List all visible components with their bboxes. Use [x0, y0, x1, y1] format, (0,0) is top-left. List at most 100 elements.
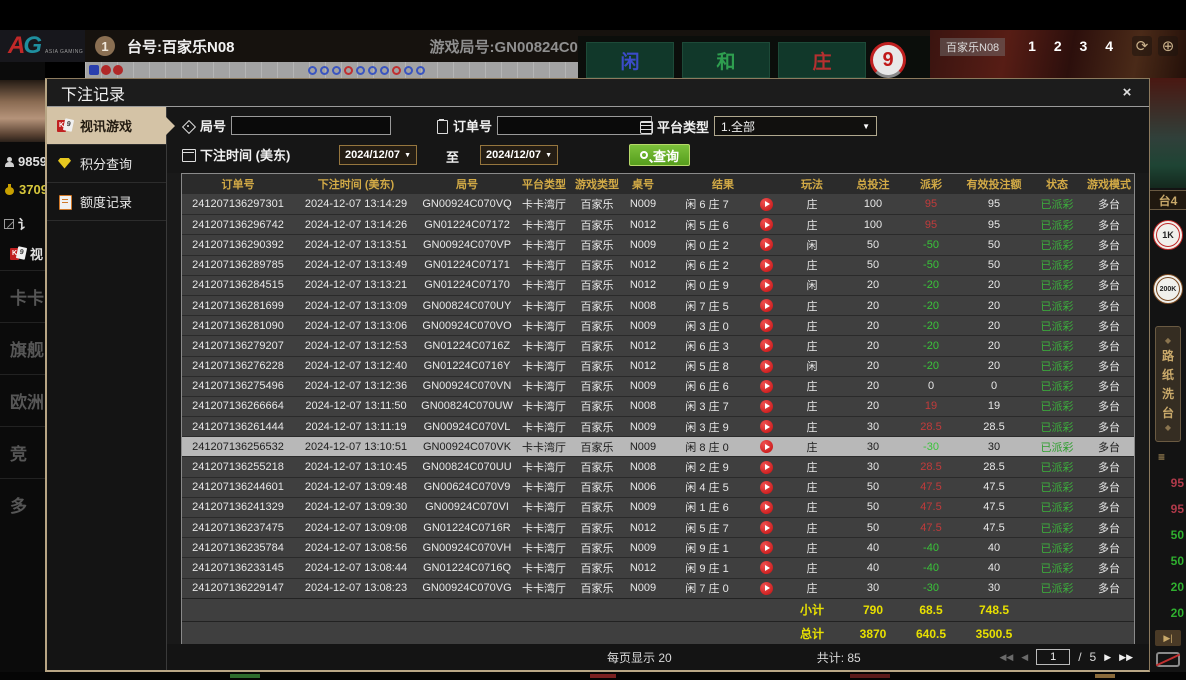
- road-bead-blue: [356, 65, 365, 75]
- pagination-bar: 每页显示 20 共计: 85 ◀◀ ◀ / 5 ▶ ▶▶: [167, 644, 1149, 670]
- replay-icon[interactable]: [759, 541, 773, 555]
- replay-icon[interactable]: [759, 500, 773, 514]
- page-input[interactable]: [1036, 649, 1071, 665]
- vertical-char: 洗: [1161, 387, 1174, 401]
- round-input[interactable]: [231, 116, 392, 135]
- replay-icon[interactable]: [759, 460, 773, 474]
- table-row[interactable]: 241207136296742 2024-12-07 13:14:26 GN01…: [182, 214, 1134, 235]
- bet-cell-banker[interactable]: 庄: [778, 42, 866, 78]
- col-header-round: 局号: [456, 179, 478, 191]
- balance-row: 3709: [4, 182, 45, 197]
- chat-disabled-icon[interactable]: [1156, 652, 1180, 667]
- table-row[interactable]: 241207136289785 2024-12-07 13:13:49 GN01…: [182, 254, 1134, 275]
- date-from-picker[interactable]: 2024/12/07 ▼: [339, 145, 417, 165]
- table-row[interactable]: 241207136297301 2024-12-07 13:14:29 GN00…: [182, 194, 1134, 215]
- platform-select[interactable]: 1.全部 ▼: [714, 116, 878, 136]
- search-button[interactable]: 查询: [629, 144, 691, 166]
- col-header-result: 结果: [712, 179, 734, 191]
- result-ball: 9: [870, 42, 906, 78]
- replay-icon[interactable]: [759, 399, 773, 413]
- replay-icon[interactable]: [759, 258, 773, 272]
- replay-icon[interactable]: [759, 480, 773, 494]
- date-to-picker[interactable]: 2024/12/07 ▼: [480, 145, 558, 165]
- sidebar-item-points-query[interactable]: 积分查询: [47, 145, 166, 183]
- replay-icon[interactable]: [759, 238, 773, 252]
- replay-icon[interactable]: [759, 521, 773, 535]
- chip-200k[interactable]: 200K: [1153, 274, 1183, 304]
- col-header-order: 订单号: [221, 179, 255, 191]
- bet-cell-tie[interactable]: 和: [682, 42, 770, 78]
- replay-icon[interactable]: [759, 339, 773, 353]
- refresh-icon[interactable]: ⟳: [1132, 36, 1152, 56]
- table-row[interactable]: 241207136229147 2024-12-07 13:08:23 GN00…: [182, 577, 1134, 598]
- replay-icon[interactable]: [759, 278, 773, 292]
- table-row[interactable]: 241207136261444 2024-12-07 13:11:19 GN00…: [182, 416, 1134, 437]
- table-row[interactable]: 241207136284515 2024-12-07 13:13:21 GN01…: [182, 274, 1134, 295]
- dealer-video-feed: 百家乐N08 1 2 3 4 ⟳ ⊕: [930, 30, 1186, 78]
- lobby-menu-item[interactable]: 卡卡: [0, 270, 45, 322]
- sidebar-item-credit-records[interactable]: 额度记录: [47, 183, 166, 221]
- bet-board: 闲 和 庄 9: [578, 36, 930, 78]
- road-bead-blue: [404, 65, 413, 75]
- replay-icon[interactable]: [759, 440, 773, 454]
- replay-icon[interactable]: [759, 197, 773, 211]
- prev-page-button[interactable]: ◀: [1021, 651, 1029, 662]
- table-row[interactable]: 241207136237475 2024-12-07 13:09:08 GN01…: [182, 517, 1134, 538]
- lobby-menu-item[interactable]: 多: [0, 478, 45, 530]
- subtotal-label: 小计: [799, 603, 824, 618]
- video-table-label: 百家乐N08: [940, 38, 1006, 56]
- modal-header: 下注记录 ×: [47, 79, 1149, 107]
- table-row[interactable]: 241207136290392 2024-12-07 13:13:51 GN00…: [182, 234, 1134, 255]
- table-row[interactable]: 241207136281090 2024-12-07 13:13:06 GN00…: [182, 315, 1134, 336]
- table-row[interactable]: 241207136244601 2024-12-07 13:09:48 GN00…: [182, 476, 1134, 497]
- table-row[interactable]: 241207136266664 2024-12-07 13:11:50 GN00…: [182, 395, 1134, 417]
- right-rail: 台4 1K 200K ◆ 路 纸 洗 台 ◆ ≡ 95 95 50 50 20 20 ▶|…: [1150, 78, 1186, 680]
- close-icon[interactable]: ×: [1122, 84, 1132, 101]
- order-input[interactable]: [497, 116, 653, 135]
- subtotal-payout: 68.5: [919, 602, 943, 617]
- lobby-menu-item[interactable]: 欧洲: [0, 374, 45, 426]
- table-row[interactable]: 241207136241329 2024-12-07 13:09:30 GN00…: [182, 496, 1134, 517]
- stack-icon: ≡: [1158, 450, 1166, 464]
- road-bead-blue: [308, 65, 317, 75]
- table-row[interactable]: 241207136235784 2024-12-07 13:08:56 GN00…: [182, 537, 1134, 558]
- right-payout-value: 50: [1170, 554, 1184, 568]
- replay-icon[interactable]: [759, 561, 773, 575]
- right-payout-value: 20: [1170, 606, 1184, 620]
- table-row[interactable]: 241207136276228 2024-12-07 13:12:40 GN01…: [182, 355, 1134, 376]
- table-row[interactable]: 241207136256532 2024-12-07 13:10:51 GN00…: [182, 436, 1134, 457]
- table-row[interactable]: 241207136279207 2024-12-07 13:12:53 GN01…: [182, 335, 1134, 356]
- table-row[interactable]: 241207136255218 2024-12-07 13:10:45 GN00…: [182, 456, 1134, 477]
- zoom-icon[interactable]: ⊕: [1158, 36, 1178, 56]
- replay-icon[interactable]: [759, 359, 773, 373]
- col-header-bet: 总投注: [856, 179, 890, 191]
- replay-icon[interactable]: [759, 581, 773, 595]
- table-row[interactable]: 241207136233145 2024-12-07 13:08:44 GN01…: [182, 557, 1134, 578]
- replay-icon[interactable]: [759, 218, 773, 232]
- sidebar-item-video-games[interactable]: 视讯游戏: [47, 107, 175, 145]
- table-row[interactable]: 241207136281699 2024-12-07 13:13:09 GN00…: [182, 294, 1134, 316]
- last-page-button[interactable]: ▶▶: [1119, 651, 1133, 662]
- replay-icon[interactable]: [759, 379, 773, 393]
- next-page-button[interactable]: ▶: [1104, 651, 1112, 662]
- right-payout-value: 95: [1170, 476, 1184, 490]
- lobby-menu-item[interactable]: 竞: [0, 426, 45, 478]
- sidebar-item-label: 积分查询: [80, 157, 133, 172]
- bet-cell-player[interactable]: 闲: [586, 42, 674, 78]
- lobby-menu-item[interactable]: 旗舰: [0, 322, 45, 374]
- chevron-down-icon: ▼: [545, 151, 552, 159]
- roadmap-panel-toggle[interactable]: ◆ 路 纸 洗 台 ◆: [1155, 326, 1181, 442]
- first-page-button[interactable]: ◀◀: [999, 651, 1014, 662]
- replay-icon[interactable]: [759, 299, 773, 313]
- search-group: 查询: [629, 144, 691, 166]
- replay-icon[interactable]: [759, 319, 773, 333]
- road-bead-red: [344, 65, 353, 75]
- time-filter-label: 下注时间 (美东): [200, 148, 291, 163]
- chip-1k[interactable]: 1K: [1153, 220, 1183, 250]
- play-next-icon[interactable]: ▶|: [1155, 630, 1181, 646]
- table-row[interactable]: 241207136275496 2024-12-07 13:12:36 GN00…: [182, 375, 1134, 396]
- replay-icon[interactable]: [759, 420, 773, 434]
